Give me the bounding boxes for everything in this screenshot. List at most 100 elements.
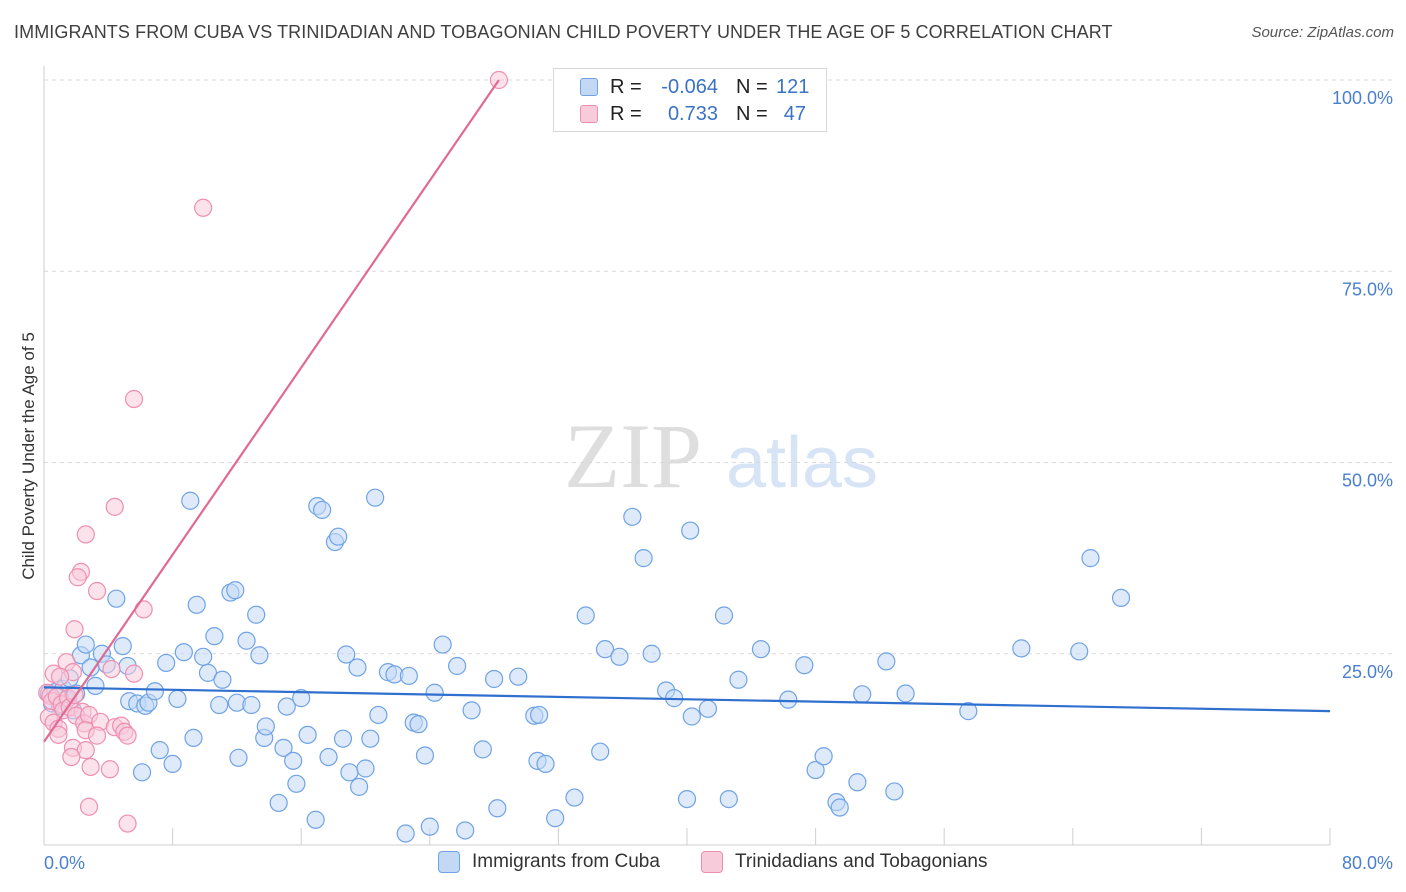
- legend-item-trinidad[interactable]: Trinidadians and Tobagonians: [701, 851, 987, 873]
- data-point: [65, 620, 84, 639]
- pink-swatch-icon: [580, 105, 598, 123]
- data-point: [509, 667, 528, 686]
- source-label: Source: ZipAtlas.com: [1251, 24, 1394, 41]
- data-point: [329, 527, 348, 546]
- data-point: [1081, 549, 1100, 568]
- data-point: [546, 809, 565, 828]
- data-point: [340, 763, 359, 782]
- data-point: [530, 705, 549, 725]
- data-point: [1012, 639, 1031, 658]
- data-point: [448, 656, 467, 676]
- data-point: [76, 525, 95, 544]
- data-point: [187, 595, 206, 614]
- data-point: [312, 500, 332, 520]
- data-point: [462, 701, 481, 720]
- trend-line-pink: [43, 79, 500, 743]
- legend-item-cuba[interactable]: Immigrants from Cuba: [438, 851, 660, 873]
- data-point: [277, 697, 296, 716]
- data-point: [124, 389, 144, 409]
- data-point: [168, 689, 187, 708]
- data-point: [292, 689, 311, 708]
- data-point: [124, 664, 144, 683]
- data-point: [242, 695, 261, 715]
- legend-label-cuba: Immigrants from Cuba: [472, 851, 660, 872]
- data-point: [1070, 642, 1089, 661]
- chart-title: IMMIGRANTS FROM CUBA VS TRINIDADIAN AND …: [14, 22, 1113, 42]
- data-point: [361, 729, 380, 748]
- data-point: [163, 754, 182, 774]
- data-point: [682, 707, 701, 726]
- n-label: N =: [736, 102, 768, 125]
- data-point: [634, 549, 653, 568]
- data-point: [113, 636, 132, 656]
- data-point: [118, 726, 137, 745]
- series-legend: Immigrants from Cuba Trinidadians and To…: [0, 851, 1406, 879]
- data-point: [473, 740, 492, 759]
- x-tick-labels: 0.0% 80.0%: [44, 853, 1393, 873]
- data-point: [100, 760, 120, 779]
- data-point: [396, 824, 415, 843]
- data-point: [194, 198, 213, 217]
- data-point: [714, 606, 734, 625]
- data-point: [181, 491, 200, 510]
- r-value: 0.733: [667, 102, 718, 125]
- data-point: [205, 627, 224, 646]
- data-point: [213, 670, 232, 689]
- n-label: N =: [736, 75, 768, 98]
- data-point: [62, 747, 81, 767]
- y-tick-labels: 25.0% 50.0% 75.0% 100.0%: [1332, 88, 1393, 682]
- data-point: [369, 705, 388, 725]
- data-point: [959, 702, 978, 721]
- data-point: [415, 746, 435, 765]
- data-point: [306, 810, 325, 829]
- data-point: [729, 670, 748, 689]
- data-point: [591, 742, 610, 761]
- y-tick-label: 75.0%: [1342, 279, 1393, 299]
- data-point: [433, 635, 452, 654]
- data-point: [677, 789, 697, 809]
- data-point: [896, 684, 915, 703]
- r-label: R =: [610, 75, 642, 98]
- data-point: [298, 725, 317, 744]
- legend-label-trinidad: Trinidadians and Tobagonians: [735, 851, 988, 872]
- data-point: [210, 695, 229, 715]
- data-point: [409, 715, 428, 734]
- data-point: [814, 747, 833, 766]
- data-point: [885, 782, 904, 801]
- data-point: [157, 653, 176, 673]
- y-axis-label: Child Poverty Under the Age of 5: [19, 332, 38, 580]
- series-trinidad: [38, 70, 509, 833]
- data-point: [226, 581, 245, 600]
- trend-line-blue: [43, 686, 1331, 713]
- data-point: [174, 643, 193, 662]
- data-point: [87, 726, 107, 745]
- data-point: [623, 507, 642, 526]
- data-point: [333, 729, 353, 748]
- data-point: [576, 606, 595, 625]
- x-tick-label: 80.0%: [1342, 853, 1393, 873]
- data-point: [184, 728, 203, 748]
- data-point: [198, 663, 218, 682]
- data-point: [229, 748, 248, 767]
- data-point: [79, 797, 99, 816]
- data-point: [86, 676, 105, 695]
- data-point: [102, 659, 121, 679]
- data-point: [87, 581, 107, 601]
- x-tick-label: 0.0%: [44, 853, 85, 873]
- correlation-legend: R = -0.064 N = 121 R = 0.733 N = 47: [553, 68, 827, 132]
- data-point: [134, 600, 153, 619]
- data-point: [348, 658, 367, 677]
- series-cuba: [39, 488, 1131, 843]
- data-point: [485, 669, 504, 689]
- y-tick-label: 50.0%: [1342, 471, 1393, 491]
- data-point: [287, 774, 306, 793]
- data-point: [76, 635, 95, 654]
- data-point: [779, 690, 798, 709]
- data-point: [425, 683, 444, 702]
- data-point: [595, 640, 615, 659]
- r-value: -0.064: [661, 75, 718, 98]
- data-point: [366, 488, 385, 507]
- y-tick-label: 100.0%: [1332, 88, 1393, 108]
- data-point: [250, 646, 269, 665]
